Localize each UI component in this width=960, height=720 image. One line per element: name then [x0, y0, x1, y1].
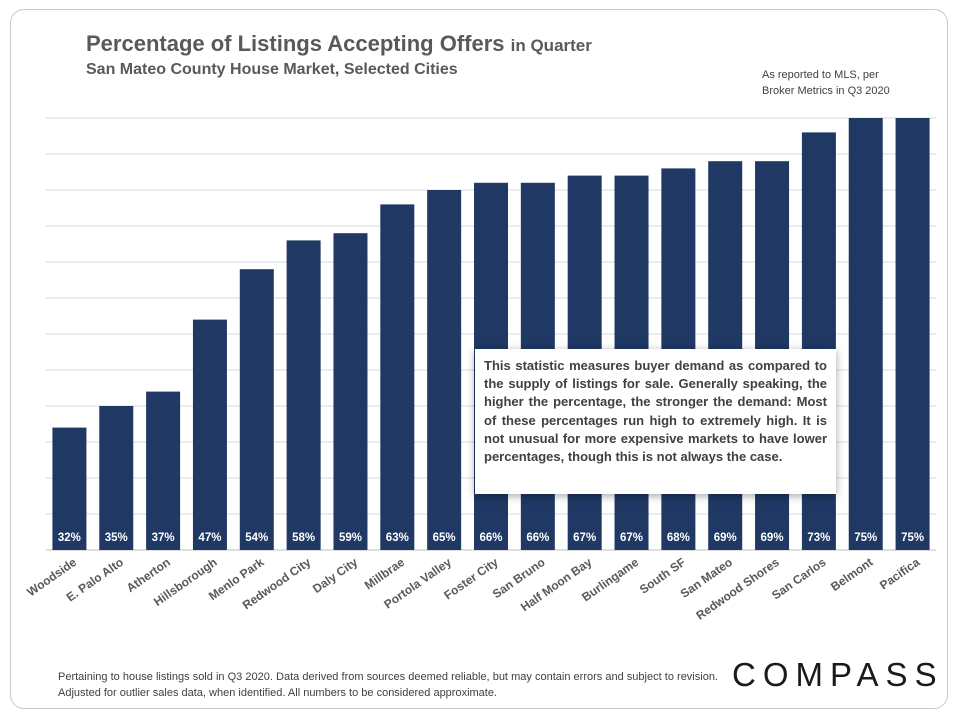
data-label: 35% — [105, 532, 128, 544]
chart-subtitle: San Mateo County House Market, Selected … — [86, 61, 458, 78]
data-label: 59% — [339, 532, 362, 544]
source-line-1: As reported to MLS, per — [762, 69, 879, 81]
x-tick-label: Belmont — [828, 555, 875, 594]
explanation-note: This statistic measures buyer demand as … — [475, 349, 836, 494]
footer-disclaimer: Pertaining to house listings sold in Q3 … — [58, 671, 718, 699]
data-label: 67% — [573, 532, 596, 544]
x-tick-label: Redwood Shores — [693, 555, 782, 623]
data-label: 67% — [620, 532, 643, 544]
bar — [239, 269, 274, 550]
x-tick-label: Pacifica — [877, 555, 922, 593]
bar — [427, 190, 462, 550]
source-line-2: Broker Metrics in Q3 2020 — [762, 85, 890, 97]
source-note: As reported to MLS, per Broker Metrics i… — [762, 67, 890, 99]
bar — [99, 406, 134, 550]
bar — [286, 240, 321, 550]
bar — [146, 391, 181, 550]
data-label: 65% — [433, 532, 456, 544]
compass-logo: COMPASS — [732, 656, 944, 693]
data-label: 58% — [292, 532, 315, 544]
data-label: 32% — [58, 532, 81, 544]
bar — [192, 319, 227, 550]
data-label: 66% — [526, 532, 549, 544]
chart-title-suffix: in Quarter — [510, 36, 592, 55]
bar — [333, 233, 368, 550]
bar — [848, 118, 883, 550]
data-label: 68% — [667, 532, 690, 544]
data-label: 73% — [807, 532, 830, 544]
data-label: 37% — [152, 532, 175, 544]
chart-title: Percentage of Listings Accepting Offers … — [86, 31, 592, 57]
bar — [52, 427, 87, 550]
bar — [380, 204, 415, 550]
x-tick-label: Daly City — [310, 555, 360, 596]
chart-title-main: Percentage of Listings Accepting Offers — [86, 31, 505, 56]
data-label: 63% — [386, 532, 409, 544]
data-label: 69% — [761, 532, 784, 544]
data-label: 47% — [198, 532, 221, 544]
bar — [895, 118, 930, 550]
data-label: 66% — [479, 532, 502, 544]
data-label: 69% — [714, 532, 737, 544]
data-label: 54% — [245, 532, 268, 544]
data-label: 75% — [854, 532, 877, 544]
data-label: 75% — [901, 532, 924, 544]
